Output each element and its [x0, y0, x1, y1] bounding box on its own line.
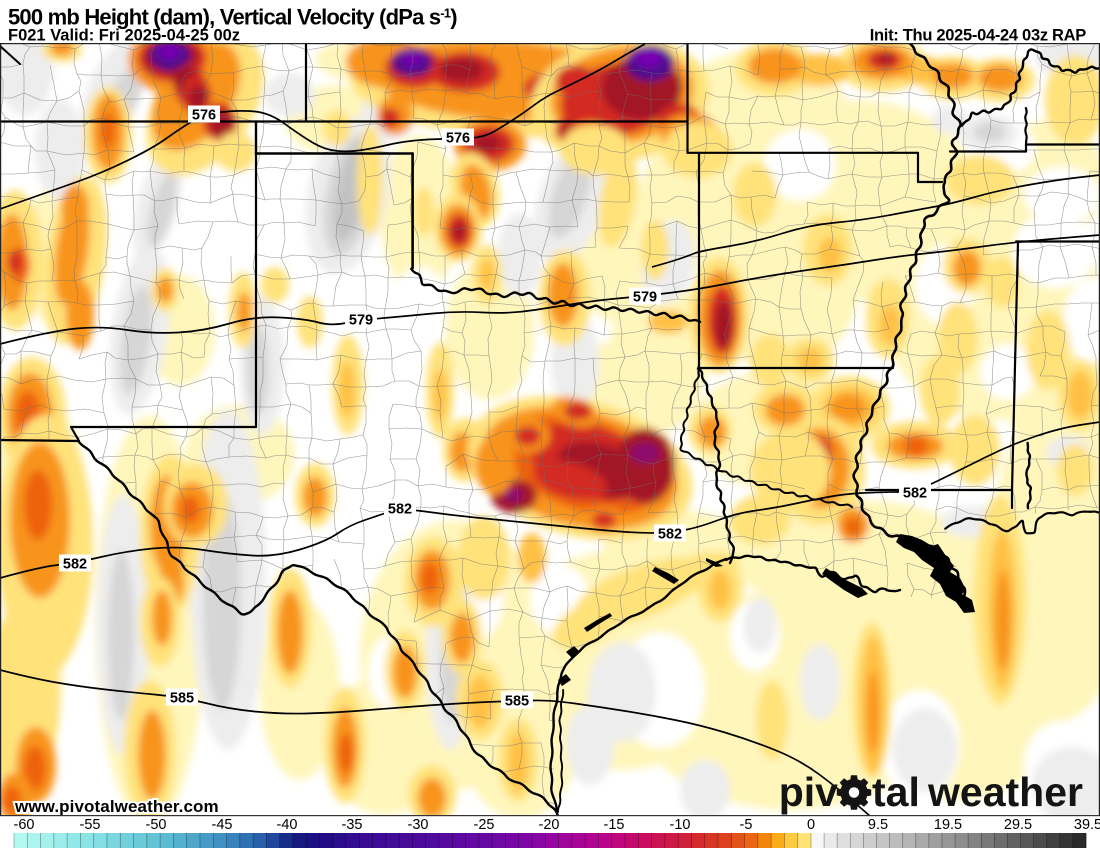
svg-text:29.5: 29.5	[1004, 817, 1032, 833]
svg-text:-45: -45	[212, 817, 233, 833]
svg-text:F021 Valid: Fri 2025-04-25 00z: F021 Valid: Fri 2025-04-25 00z	[8, 27, 240, 45]
svg-text:579: 579	[633, 290, 657, 306]
svg-text:582: 582	[903, 486, 927, 502]
svg-text:-25: -25	[474, 817, 495, 833]
svg-text:576: 576	[192, 108, 216, 124]
svg-text:576: 576	[446, 131, 470, 147]
svg-text:9.5: 9.5	[868, 817, 888, 833]
svg-text:0: 0	[807, 817, 815, 833]
svg-text:500 mb Height (dam), Vertical: 500 mb Height (dam), Vertical Velocity (…	[8, 5, 457, 30]
svg-text:-55: -55	[80, 817, 101, 833]
svg-text:-40: -40	[277, 817, 298, 833]
svg-text:-15: -15	[604, 817, 625, 833]
svg-text:582: 582	[388, 502, 412, 518]
svg-text:585: 585	[505, 694, 529, 710]
svg-text:Init: Thu 2025-04-24 03z RAP: Init: Thu 2025-04-24 03z RAP	[870, 27, 1087, 45]
svg-text:-30: -30	[408, 817, 429, 833]
svg-text:weather: weather	[927, 769, 1083, 815]
svg-text:-10: -10	[670, 817, 691, 833]
svg-text:579: 579	[349, 313, 373, 329]
svg-text:582: 582	[63, 557, 87, 573]
svg-text:-50: -50	[146, 817, 167, 833]
svg-text:19.5: 19.5	[934, 817, 962, 833]
svg-text:39.5: 39.5	[1074, 817, 1100, 833]
svg-text:piv: piv	[779, 769, 838, 815]
svg-text:585: 585	[170, 691, 194, 707]
svg-text:-5: -5	[740, 817, 753, 833]
svg-text:582: 582	[658, 527, 682, 543]
svg-text:-20: -20	[539, 817, 560, 833]
svg-text:www.pivotalweather.com: www.pivotalweather.com	[14, 797, 219, 816]
svg-text:-60: -60	[14, 817, 35, 833]
svg-text:tal: tal	[872, 769, 920, 815]
svg-text:-35: -35	[342, 817, 363, 833]
